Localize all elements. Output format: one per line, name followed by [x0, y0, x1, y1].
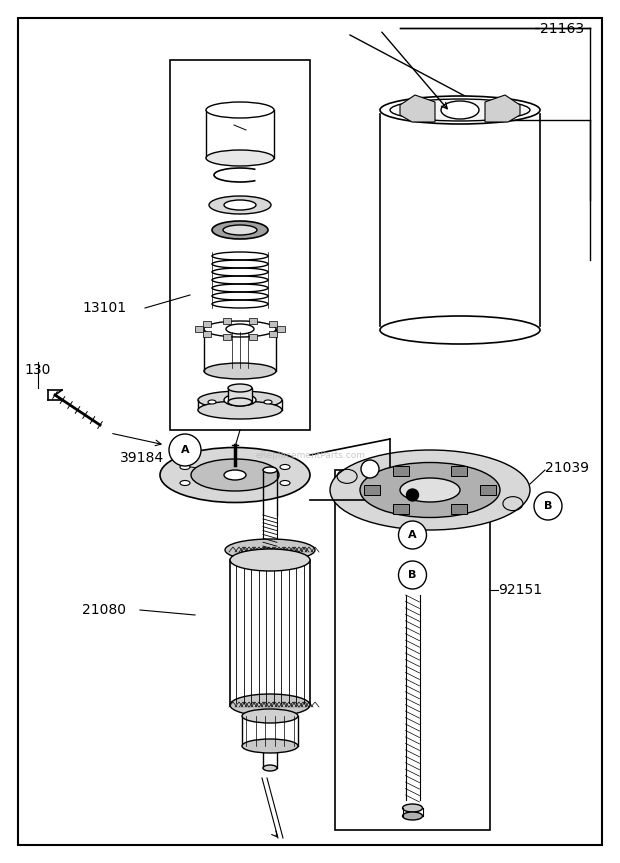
Ellipse shape: [361, 460, 379, 478]
Bar: [269, 321, 277, 327]
Circle shape: [399, 561, 427, 589]
Ellipse shape: [228, 398, 252, 406]
Bar: [223, 334, 231, 340]
Ellipse shape: [280, 481, 290, 486]
Ellipse shape: [263, 765, 277, 771]
Ellipse shape: [400, 478, 460, 502]
Bar: [393, 466, 409, 476]
Text: 130: 130: [24, 363, 50, 377]
Ellipse shape: [390, 99, 530, 121]
Ellipse shape: [191, 459, 279, 491]
Ellipse shape: [242, 739, 298, 753]
Ellipse shape: [180, 464, 190, 469]
Ellipse shape: [204, 363, 276, 379]
Ellipse shape: [198, 401, 282, 419]
Text: 13101: 13101: [82, 301, 126, 315]
Bar: [249, 318, 257, 324]
Text: 21080: 21080: [82, 603, 126, 617]
Bar: [364, 485, 380, 495]
Ellipse shape: [224, 200, 256, 210]
Ellipse shape: [242, 709, 298, 723]
Ellipse shape: [223, 225, 257, 235]
Ellipse shape: [230, 694, 310, 716]
Text: 21163: 21163: [540, 22, 584, 36]
Ellipse shape: [206, 102, 274, 118]
Ellipse shape: [330, 450, 530, 530]
Ellipse shape: [160, 448, 310, 502]
Ellipse shape: [225, 539, 315, 561]
Bar: [335, 470, 490, 830]
Ellipse shape: [402, 812, 422, 820]
Bar: [269, 331, 277, 337]
Text: 21039: 21039: [545, 461, 589, 475]
Text: 39184: 39184: [120, 451, 164, 465]
Circle shape: [399, 521, 427, 549]
Circle shape: [407, 489, 419, 501]
Bar: [228, 388, 252, 402]
Bar: [451, 466, 467, 476]
Bar: [203, 321, 211, 327]
Polygon shape: [400, 95, 435, 122]
Text: A: A: [180, 445, 189, 455]
Ellipse shape: [264, 400, 272, 404]
Ellipse shape: [360, 463, 500, 518]
Bar: [203, 331, 211, 337]
Ellipse shape: [224, 470, 246, 480]
Text: B: B: [544, 501, 552, 511]
Ellipse shape: [204, 321, 276, 337]
Ellipse shape: [198, 391, 282, 409]
Bar: [451, 504, 467, 514]
Text: B: B: [409, 570, 417, 580]
Ellipse shape: [263, 467, 277, 473]
Polygon shape: [485, 95, 520, 122]
Text: eReplacementParts.com: eReplacementParts.com: [255, 450, 365, 459]
Bar: [195, 326, 203, 332]
Ellipse shape: [230, 549, 310, 571]
Ellipse shape: [206, 150, 274, 166]
Ellipse shape: [212, 221, 268, 239]
Ellipse shape: [380, 96, 540, 124]
Ellipse shape: [226, 324, 254, 334]
Ellipse shape: [180, 481, 190, 486]
Ellipse shape: [380, 316, 540, 344]
Bar: [277, 326, 285, 332]
Ellipse shape: [209, 196, 271, 214]
Bar: [249, 334, 257, 340]
Ellipse shape: [208, 400, 216, 404]
Ellipse shape: [441, 101, 479, 119]
Circle shape: [534, 492, 562, 520]
Bar: [480, 485, 496, 495]
Ellipse shape: [402, 804, 422, 812]
Text: A: A: [408, 530, 417, 540]
Bar: [223, 318, 231, 324]
Bar: [393, 504, 409, 514]
Circle shape: [169, 434, 201, 466]
Text: 92151: 92151: [498, 583, 542, 597]
Ellipse shape: [228, 384, 252, 392]
Ellipse shape: [224, 394, 256, 406]
Ellipse shape: [280, 464, 290, 469]
Bar: [170, 60, 310, 430]
